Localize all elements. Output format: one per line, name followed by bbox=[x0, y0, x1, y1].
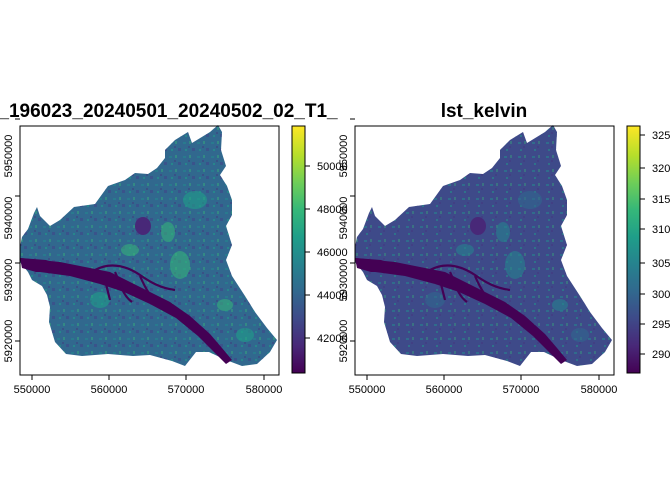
panel-1-x-axis bbox=[31, 375, 265, 380]
panel-2-title: lst_kelvin bbox=[441, 101, 528, 122]
panel-2-y-tick: 5930000 bbox=[338, 259, 350, 302]
panel-2-x-tick: 550000 bbox=[349, 384, 386, 396]
panel-1-y-axis bbox=[15, 118, 20, 342]
panel-1-x-tick: 570000 bbox=[168, 384, 205, 396]
panel-1-y-tick: 5950000 bbox=[3, 135, 15, 178]
panel-1-colorbar bbox=[291, 125, 306, 374]
panel-2-legend-tick: 310 bbox=[652, 224, 670, 236]
panel-2-legend-tick: 320 bbox=[652, 163, 670, 175]
panel-2-legend-tick: 315 bbox=[652, 194, 670, 206]
panel-2-y-axis bbox=[350, 118, 355, 342]
panel-1-legend-tick: 50000 bbox=[317, 161, 348, 173]
panel-2-legend-tick: 290 bbox=[652, 349, 670, 361]
panel-2-x-tick: 560000 bbox=[426, 384, 463, 396]
panel-1-raster bbox=[20, 125, 277, 366]
panel-1-legend-tick: 44000 bbox=[317, 290, 348, 302]
panel-2-y-tick: 5940000 bbox=[338, 197, 350, 240]
panel-1-legend-tick: 46000 bbox=[317, 247, 348, 259]
panel-2-y-tick: 5950000 bbox=[338, 135, 350, 178]
panel-1-x-tick: 560000 bbox=[91, 384, 128, 396]
panel-1-legend-tick: 42000 bbox=[317, 333, 348, 345]
panel-2-x-tick: 570000 bbox=[503, 384, 540, 396]
map-panel-2: lst_kelvin bbox=[338, 101, 670, 396]
panel-2-legend-tick: 305 bbox=[652, 258, 670, 270]
panel-1-x-tick: 550000 bbox=[14, 384, 51, 396]
panel-1-legend-tick: 48000 bbox=[317, 204, 348, 216]
panel-1-title: _196023_20240501_20240502_02_T1_ bbox=[0, 101, 338, 122]
panel-2-colorbar bbox=[626, 125, 641, 374]
panel-1-y-tick: 5920000 bbox=[3, 320, 15, 363]
panel-2-legend-tick: 325 bbox=[652, 130, 670, 142]
panel-1-frame bbox=[19, 125, 280, 376]
panel-2-legend: 290 295 300 305 310 315 320 325 bbox=[626, 125, 670, 374]
panel-2-y-tick: 5920000 bbox=[338, 320, 350, 363]
panel-1-legend: 42000 44000 46000 48000 50000 bbox=[291, 125, 348, 374]
panel-1-y-tick: 5940000 bbox=[3, 197, 15, 240]
panel-2-x-axis bbox=[366, 375, 600, 380]
panel-2-x-tick: 580000 bbox=[581, 384, 618, 396]
panel-2-legend-tick: 295 bbox=[652, 319, 670, 331]
panel-2-frame bbox=[354, 125, 615, 376]
panel-2-raster bbox=[355, 125, 612, 366]
panel-1-y-tick: 5930000 bbox=[3, 259, 15, 302]
panel-2-legend-tick: 300 bbox=[652, 289, 670, 301]
panel-1-x-tick: 580000 bbox=[246, 384, 283, 396]
map-panel-1: _196023_20240501_20240502_02_T1_ bbox=[0, 101, 348, 396]
